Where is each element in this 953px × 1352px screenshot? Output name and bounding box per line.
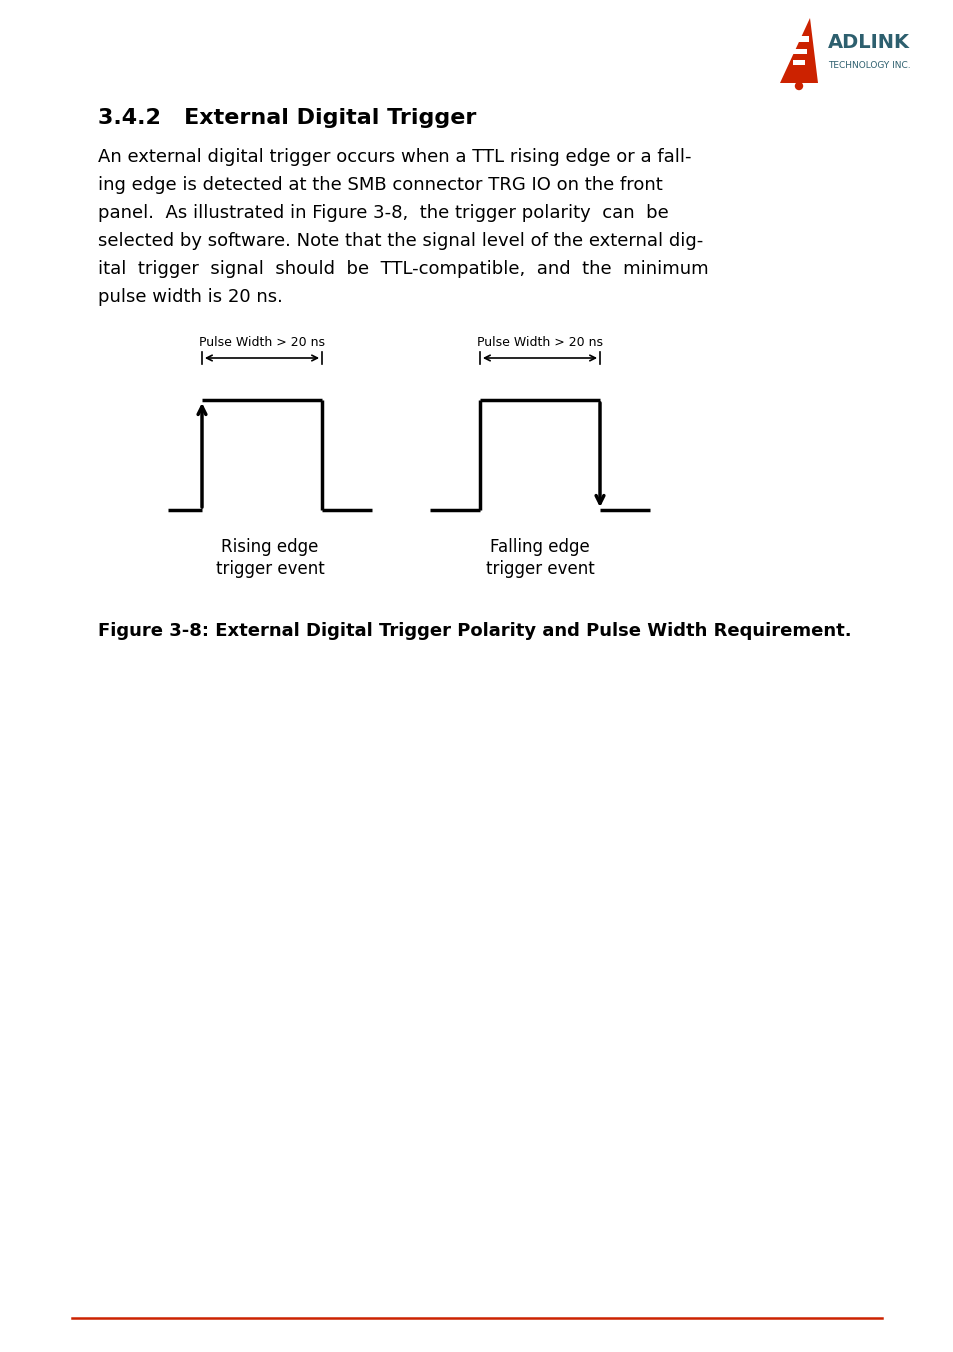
Bar — [788, 37, 808, 42]
Text: Falling edge: Falling edge — [490, 538, 589, 556]
Text: Figure 3-8: External Digital Trigger Polarity and Pulse Width Requirement.: Figure 3-8: External Digital Trigger Pol… — [98, 622, 851, 639]
Text: panel.  As illustrated in Figure 3-8,  the trigger polarity  can  be: panel. As illustrated in Figure 3-8, the… — [98, 204, 668, 222]
Circle shape — [795, 82, 801, 89]
Bar — [790, 49, 806, 54]
Text: Rising edge: Rising edge — [221, 538, 318, 556]
Text: Pulse Width > 20 ns: Pulse Width > 20 ns — [476, 337, 602, 349]
Polygon shape — [780, 18, 817, 82]
Text: trigger event: trigger event — [215, 560, 324, 579]
Text: An external digital trigger occurs when a TTL rising edge or a fall-: An external digital trigger occurs when … — [98, 147, 691, 166]
Text: 3.4.2   External Digital Trigger: 3.4.2 External Digital Trigger — [98, 108, 476, 128]
Text: Pulse Width > 20 ns: Pulse Width > 20 ns — [199, 337, 325, 349]
Text: pulse width is 20 ns.: pulse width is 20 ns. — [98, 288, 283, 306]
Text: ing edge is detected at the SMB connector TRG IO on the front: ing edge is detected at the SMB connecto… — [98, 176, 662, 193]
Text: trigger event: trigger event — [485, 560, 594, 579]
Text: TECHNOLOGY INC.: TECHNOLOGY INC. — [827, 61, 910, 70]
Text: ital  trigger  signal  should  be  TTL-compatible,  and  the  minimum: ital trigger signal should be TTL-compat… — [98, 260, 708, 279]
Text: selected by software. Note that the signal level of the external dig-: selected by software. Note that the sign… — [98, 233, 702, 250]
Bar — [792, 61, 804, 65]
Text: ADLINK: ADLINK — [827, 34, 909, 53]
